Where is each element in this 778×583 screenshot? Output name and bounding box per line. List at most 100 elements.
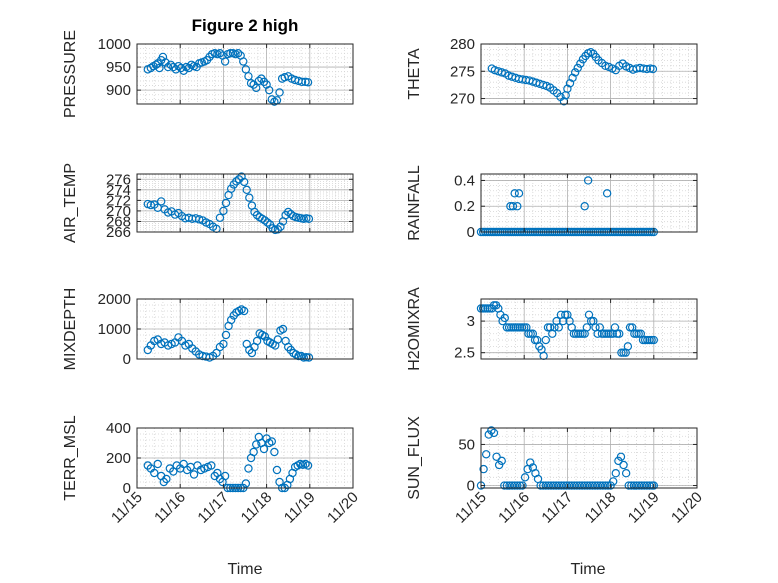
data-point — [226, 315, 236, 325]
y-tick-label: 272 — [106, 192, 131, 209]
data-point — [252, 83, 261, 93]
data-point — [267, 95, 276, 104]
y-tick-label: 270 — [106, 203, 131, 220]
y-tick-label: 275 — [450, 63, 475, 80]
y-tick-label: 1000 — [98, 36, 131, 53]
y-tick-label: 2000 — [98, 291, 131, 308]
data-point — [252, 440, 261, 449]
data-point — [515, 481, 525, 490]
data-point — [554, 323, 563, 332]
data-point — [219, 339, 228, 349]
subplot-rainfall: 0 0.2 0.4 RAINFALL — [406, 165, 698, 241]
x-tick-label: 11/16 — [495, 489, 533, 527]
data-point — [260, 216, 270, 225]
data-point — [270, 447, 279, 457]
data-point — [500, 313, 509, 323]
data-point — [580, 202, 589, 211]
data-point — [275, 88, 284, 97]
data-point — [237, 172, 246, 181]
data-point — [649, 481, 659, 490]
y-tick-label: 0 — [123, 480, 131, 497]
data-point — [497, 68, 506, 77]
data-point — [601, 61, 610, 71]
subplot-theta: 270 275 280 THETA — [406, 36, 698, 108]
data-point — [221, 330, 231, 340]
data-point — [487, 426, 496, 435]
data-point — [514, 189, 524, 198]
data-point — [541, 335, 551, 345]
data-point — [481, 450, 491, 459]
data-point — [513, 481, 522, 490]
y-tick-label: 3 — [467, 313, 475, 330]
x-tick-label: 11/16 — [151, 489, 189, 527]
data-point — [259, 444, 269, 454]
data-point — [263, 218, 272, 227]
data-point — [497, 456, 506, 466]
data-point — [242, 185, 251, 195]
data-point — [526, 458, 535, 467]
data-point — [244, 464, 253, 473]
data-point — [207, 461, 216, 470]
data-point — [619, 460, 628, 470]
subplot-pressure: 900 950 1000 PRESSURE — [62, 30, 354, 118]
x-tick-label: 11/17 — [194, 489, 232, 527]
data-point — [510, 189, 519, 198]
x-tick-label: 11/17 — [538, 489, 576, 527]
data-point — [520, 473, 530, 482]
data-point — [249, 447, 258, 457]
data-point — [582, 323, 592, 332]
data-point — [576, 59, 585, 68]
data-point — [150, 468, 159, 478]
data-point — [220, 57, 230, 66]
data-point — [226, 184, 236, 193]
data-point — [241, 479, 251, 488]
y-tick-label: 200 — [106, 450, 131, 467]
y-tick-label: 50 — [458, 436, 475, 453]
subplot-terr_msl: 0 200 400 11/15 11/16 11/17 11/18 11/19 11/20 TER… — [62, 415, 362, 526]
y-tick-label: 276 — [106, 171, 131, 188]
x-tick-label: 11/19 — [625, 489, 663, 527]
y-axis-label: THETA — [406, 48, 423, 100]
axes-box — [480, 173, 698, 233]
data-point — [479, 464, 488, 474]
data-point — [513, 202, 522, 211]
axes-box — [136, 43, 354, 105]
y-axis-label: AIR_TEMP — [62, 163, 79, 243]
data-point — [606, 481, 615, 490]
data-point — [303, 461, 313, 470]
axes-box — [480, 427, 698, 489]
y-axis-label: RAINFALL — [406, 165, 423, 241]
data-point — [239, 306, 249, 316]
data-point — [492, 452, 501, 461]
data-point — [244, 72, 253, 81]
y-tick-label: 400 — [106, 420, 131, 437]
plot-area — [481, 299, 697, 359]
data-point — [570, 68, 580, 77]
data-point — [297, 77, 307, 87]
y-tick-label: 268 — [106, 213, 131, 230]
data-point — [611, 469, 620, 478]
data-point — [276, 222, 285, 231]
y-tick-label: 2.5 — [454, 345, 475, 362]
y-tick-label: 280 — [450, 36, 475, 53]
data-point — [623, 342, 633, 351]
y-tick-label: 1000 — [98, 321, 131, 338]
y-tick-label: 270 — [450, 91, 475, 108]
data-point — [241, 65, 251, 74]
data-point — [539, 80, 548, 90]
x-tick-label: 11/18 — [238, 489, 276, 527]
data-point — [284, 207, 293, 217]
data-point — [239, 177, 249, 187]
x-tick-label: 11/20 — [324, 489, 362, 527]
data-point — [153, 459, 162, 469]
data-point — [212, 348, 221, 358]
axes-box — [136, 173, 354, 233]
data-point — [303, 78, 313, 87]
y-tick-label: 950 — [106, 59, 131, 76]
data-point — [583, 176, 593, 185]
data-point — [252, 336, 262, 346]
data-point — [294, 351, 303, 361]
data-point — [621, 469, 631, 478]
